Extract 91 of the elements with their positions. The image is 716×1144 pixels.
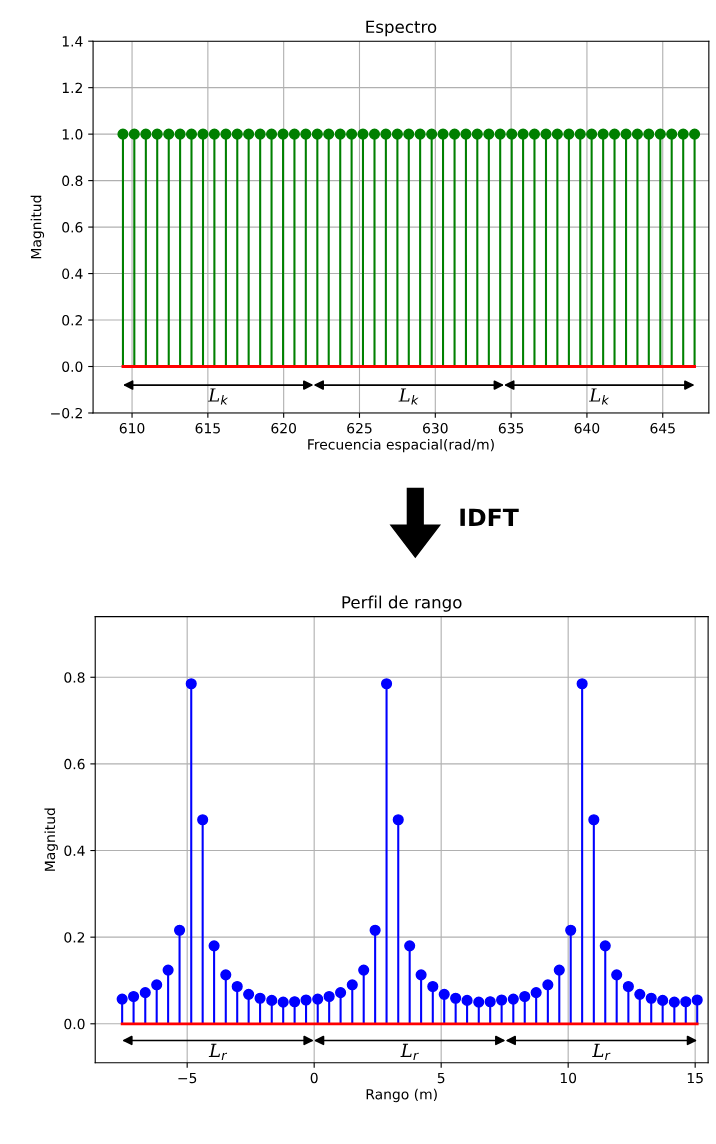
point bbox=[657, 994, 669, 1006]
point bbox=[300, 994, 312, 1006]
point bbox=[588, 814, 600, 826]
point bbox=[611, 969, 623, 981]
point bbox=[254, 992, 266, 1004]
y-tick-label: 0.2 bbox=[62, 315, 82, 326]
y-tick-label: 0.0 bbox=[64, 1018, 85, 1030]
point bbox=[173, 924, 186, 936]
point bbox=[162, 964, 174, 976]
y-tick-label: 1.4 bbox=[62, 36, 83, 47]
point bbox=[220, 969, 232, 981]
x-tick-label: 625 bbox=[347, 422, 372, 434]
point bbox=[461, 994, 473, 1006]
text: IDFT bbox=[460, 508, 519, 526]
y-tick-label: 0.8 bbox=[64, 672, 85, 683]
point bbox=[289, 996, 301, 1008]
point bbox=[346, 979, 358, 991]
point bbox=[139, 987, 151, 999]
point bbox=[622, 980, 634, 993]
y-tick-label: 0.6 bbox=[62, 222, 83, 233]
x-tick-label: 15 bbox=[687, 1072, 703, 1084]
point bbox=[381, 678, 393, 690]
point bbox=[312, 993, 324, 1005]
point bbox=[576, 678, 588, 690]
x-tick-label: 10 bbox=[560, 1072, 577, 1084]
y-tick-label: 0.2 bbox=[64, 932, 85, 943]
point bbox=[197, 814, 209, 826]
x-tick-label: 645 bbox=[650, 422, 675, 434]
y-tick-label: 0.4 bbox=[64, 845, 85, 856]
x-tick-label: 620 bbox=[271, 422, 297, 434]
y-tick-label: 0.6 bbox=[64, 758, 85, 770]
point bbox=[565, 924, 577, 936]
point bbox=[277, 996, 289, 1008]
annotation: L$_{k}$ bbox=[589, 388, 610, 405]
x-axis-title: Frecuencia espacial(rad/m) bbox=[308, 438, 494, 453]
point bbox=[323, 990, 335, 1003]
point bbox=[128, 990, 140, 1003]
point bbox=[266, 994, 278, 1006]
point bbox=[473, 996, 485, 1008]
point bbox=[335, 987, 347, 999]
point bbox=[542, 979, 554, 991]
point bbox=[208, 940, 220, 952]
point bbox=[369, 924, 381, 936]
annotation: L$_{k}$ bbox=[398, 388, 419, 405]
point bbox=[185, 678, 197, 690]
point bbox=[599, 940, 611, 952]
point bbox=[507, 993, 519, 1005]
point bbox=[243, 988, 255, 1000]
point bbox=[553, 964, 565, 976]
point bbox=[392, 814, 404, 826]
point bbox=[530, 987, 542, 999]
point bbox=[358, 964, 370, 976]
annotation: L$_{k}$ bbox=[207, 388, 229, 405]
point bbox=[231, 980, 243, 993]
x-axis-title: Rango (m) bbox=[366, 1088, 437, 1103]
y-tick-label: 0.0 bbox=[62, 361, 83, 372]
point bbox=[438, 988, 450, 1000]
point bbox=[404, 940, 416, 952]
point bbox=[116, 993, 128, 1005]
x-tick-label: 610 bbox=[119, 422, 145, 434]
y-tick-label: 1.2 bbox=[62, 82, 82, 93]
x-tick-label: 615 bbox=[195, 422, 220, 434]
y-axis-title: Magnitud bbox=[30, 195, 45, 259]
point bbox=[450, 992, 462, 1004]
point bbox=[668, 996, 680, 1008]
point bbox=[691, 994, 703, 1006]
x-tick-label: 630 bbox=[423, 422, 448, 434]
annotation: L$_{r}$ bbox=[592, 1043, 611, 1060]
point bbox=[496, 994, 508, 1006]
y-tick-label: 0.4 bbox=[62, 268, 83, 280]
x-tick-label: 0 bbox=[310, 1072, 318, 1084]
point bbox=[151, 979, 163, 991]
x-tick-label: 640 bbox=[574, 422, 600, 434]
x-tick-label: 635 bbox=[498, 422, 524, 434]
y-axis-title: Magnitud bbox=[44, 808, 58, 871]
point bbox=[680, 996, 692, 1008]
chart-title: Perfil de rango bbox=[342, 595, 462, 612]
point bbox=[427, 980, 439, 993]
y-tick-label: 0.8 bbox=[62, 175, 83, 187]
annotation: L$_{r}$ bbox=[400, 1043, 419, 1060]
x-tick-label: −5 bbox=[178, 1072, 197, 1084]
point bbox=[645, 992, 657, 1004]
chart-title: Espectro bbox=[366, 20, 437, 37]
point bbox=[484, 996, 496, 1008]
y-tick-label: −0.2 bbox=[51, 407, 82, 419]
point bbox=[634, 988, 646, 1000]
x-tick-label: 5 bbox=[437, 1072, 445, 1084]
annotation: L$_{r}$ bbox=[208, 1043, 228, 1060]
y-tick-label: 1.0 bbox=[62, 129, 83, 140]
point bbox=[519, 990, 531, 1003]
point bbox=[415, 969, 427, 981]
